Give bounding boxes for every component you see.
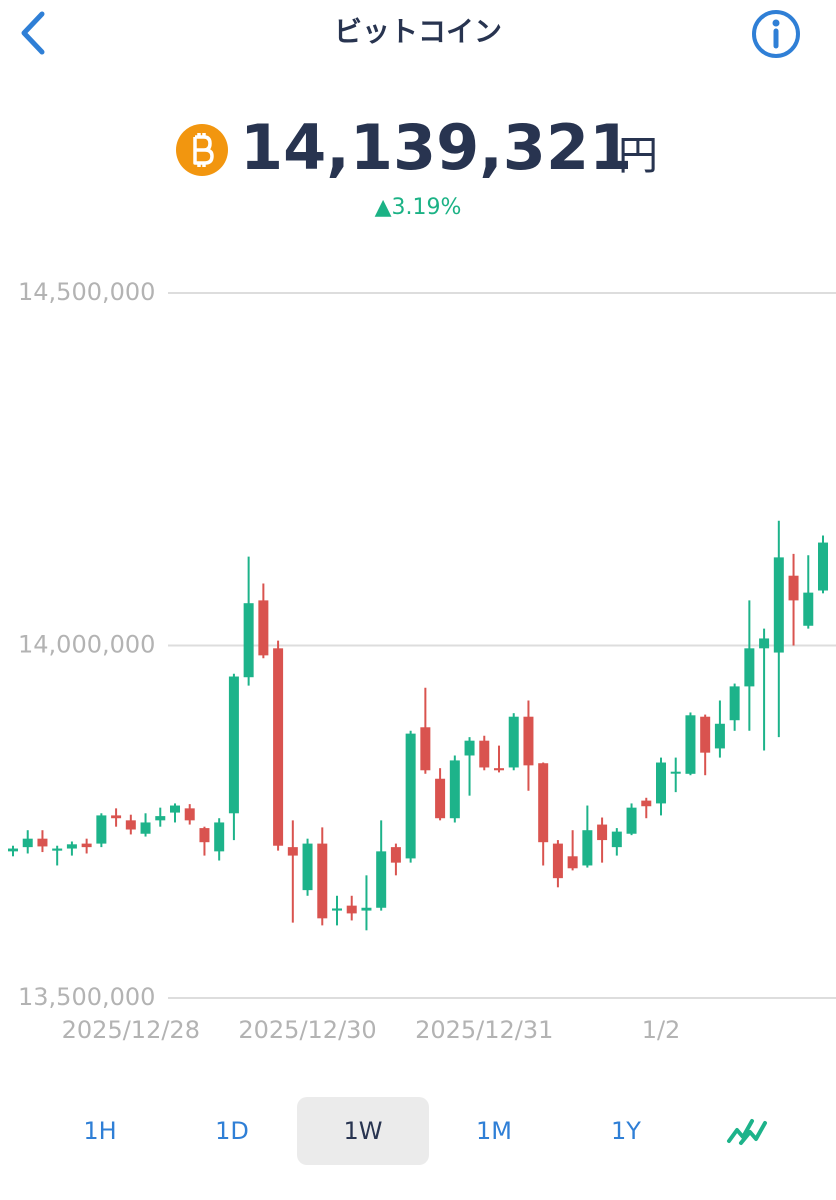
price-unit: 円 — [618, 133, 658, 179]
candle-body — [8, 848, 18, 852]
time-range-tab[interactable]: 1D — [215, 1117, 249, 1145]
candle-body — [449, 760, 460, 819]
candle-body — [81, 843, 92, 848]
candle-body — [803, 592, 814, 626]
candle-body — [523, 716, 534, 766]
candle-body — [140, 822, 151, 834]
candle-body — [597, 824, 608, 841]
candle-body — [685, 715, 696, 774]
candle-body — [670, 771, 681, 774]
candle-body — [405, 733, 416, 859]
candle-body — [184, 808, 195, 821]
candle-body — [656, 762, 666, 804]
candle-body — [744, 648, 755, 687]
candle-body — [582, 830, 593, 866]
candle-body — [302, 843, 313, 891]
candle-body — [332, 908, 342, 911]
info-dot — [772, 19, 780, 27]
y-tick-label: 14,000,000 — [18, 631, 155, 659]
y-tick-label: 13,500,000 — [18, 983, 155, 1011]
candle-body — [66, 844, 77, 849]
candle-body — [170, 805, 180, 813]
candle-body — [611, 831, 622, 848]
selected-tab-bg — [297, 1097, 429, 1165]
info-ring — [752, 10, 800, 58]
candle-body — [361, 907, 372, 911]
coin-glyph — [193, 133, 214, 167]
candle-body — [317, 843, 328, 919]
candle-body — [346, 905, 357, 914]
candle-body — [494, 768, 504, 771]
candle-body — [228, 676, 239, 814]
price: 14,139,321 — [240, 111, 632, 184]
candle-body — [287, 847, 298, 856]
candle-body — [538, 763, 549, 843]
candle-body — [125, 820, 136, 830]
candle-body — [464, 740, 475, 756]
candle-body — [214, 822, 225, 852]
candle-body — [390, 847, 401, 863]
time-range-tab[interactable]: 1H — [83, 1117, 116, 1145]
candle-body — [258, 600, 269, 656]
x-tick-label: 2025/12/30 — [238, 1016, 376, 1044]
time-range-tab[interactable]: 1W — [344, 1117, 383, 1145]
candle-body — [199, 828, 210, 843]
candle-body — [508, 716, 519, 768]
candle-body — [641, 800, 652, 807]
candle-body — [773, 557, 784, 653]
candle-body — [818, 542, 828, 591]
candle-body — [567, 856, 578, 869]
price-change: ▲3.19% — [375, 195, 462, 220]
candle-body — [52, 848, 63, 851]
candle-body — [273, 648, 284, 846]
candle-body — [37, 838, 48, 847]
y-tick-label: 14,500,000 — [18, 278, 155, 306]
candle-body — [435, 778, 446, 819]
time-range-tab[interactable]: 1Y — [611, 1117, 641, 1145]
candle-body — [22, 838, 33, 848]
page-title: ビットコイン — [334, 15, 502, 48]
bitcoin-icon — [176, 124, 228, 176]
chart-type-toggle[interactable] — [727, 1119, 767, 1145]
candle-body — [243, 603, 254, 678]
candle-body — [729, 686, 740, 721]
candle-body — [420, 727, 431, 771]
candle-body — [759, 638, 770, 649]
info-button[interactable] — [752, 10, 800, 58]
x-tick-label: 2025/12/31 — [415, 1016, 553, 1044]
back-button[interactable] — [21, 11, 45, 55]
x-tick-label: 1/2 — [642, 1016, 681, 1044]
candle-body — [376, 851, 387, 908]
time-range-tab[interactable]: 1M — [476, 1117, 512, 1145]
candle-body — [96, 815, 107, 844]
candle-body — [700, 716, 711, 753]
candle-body — [626, 807, 637, 834]
candle-body — [788, 575, 799, 601]
candle-body — [111, 815, 122, 819]
candle-body — [552, 843, 563, 879]
candle-body — [714, 723, 725, 749]
candle-body — [155, 816, 166, 821]
x-tick-label: 2025/12/28 — [62, 1016, 200, 1044]
candle-body — [479, 740, 490, 768]
